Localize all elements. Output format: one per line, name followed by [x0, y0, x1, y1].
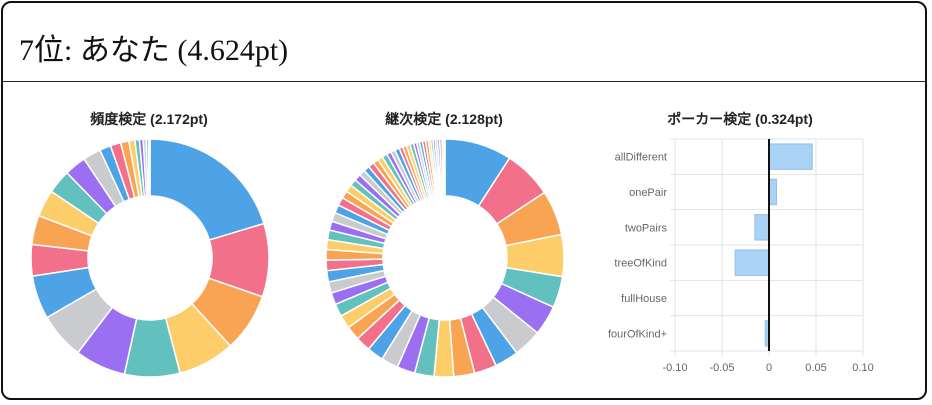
- player-name: あなた: [79, 34, 170, 67]
- rank-text: 7位: [19, 34, 64, 67]
- bar: [734, 249, 770, 276]
- donut-slice: [149, 138, 265, 241]
- y-category-label: onePair: [629, 187, 667, 199]
- total-score: (4.624pt): [177, 34, 289, 67]
- frequency-test-title: 頻度検定 (2.172pt): [90, 111, 208, 127]
- bar: [768, 143, 813, 170]
- result-title: 7位: あなた (4.624pt): [19, 25, 288, 69]
- donut-slice: [147, 138, 151, 197]
- donut-slice: [442, 138, 446, 197]
- y-category-label: fullHouse: [621, 293, 667, 305]
- result-card: 7位: あなた (4.624pt) 頻度検定 (2.172pt) 継次検定 (2…: [1, 1, 927, 400]
- frequency-test-donut-chart: [30, 138, 270, 378]
- serial-test-donut-chart: [325, 138, 565, 378]
- x-tick-label: -0.05: [709, 362, 734, 374]
- x-tick-label: 0.10: [852, 362, 873, 374]
- bar: [754, 214, 770, 241]
- poker-test-bar-chart: -0.10 -0.05 0 0.05 0.10 allDifferent onePair tw…: [608, 138, 874, 374]
- y-category-label: allDifferent: [615, 152, 667, 164]
- y-category-label: twoPairs: [625, 222, 668, 234]
- x-tick-label: -0.10: [662, 362, 687, 374]
- poker-test-title: ポーカー検定 (0.324pt): [667, 111, 813, 127]
- title-separator: :: [64, 34, 80, 67]
- y-category-label: fourOfKind+: [608, 328, 667, 340]
- card-header: 7位: あなた (4.624pt): [3, 3, 925, 82]
- bar: [768, 178, 778, 206]
- y-category-label: treeOfKind: [614, 258, 667, 270]
- x-tick-label: 0.05: [805, 362, 826, 374]
- serial-test-title: 継次検定 (2.128pt): [385, 111, 503, 127]
- x-tick-label: 0: [766, 362, 772, 374]
